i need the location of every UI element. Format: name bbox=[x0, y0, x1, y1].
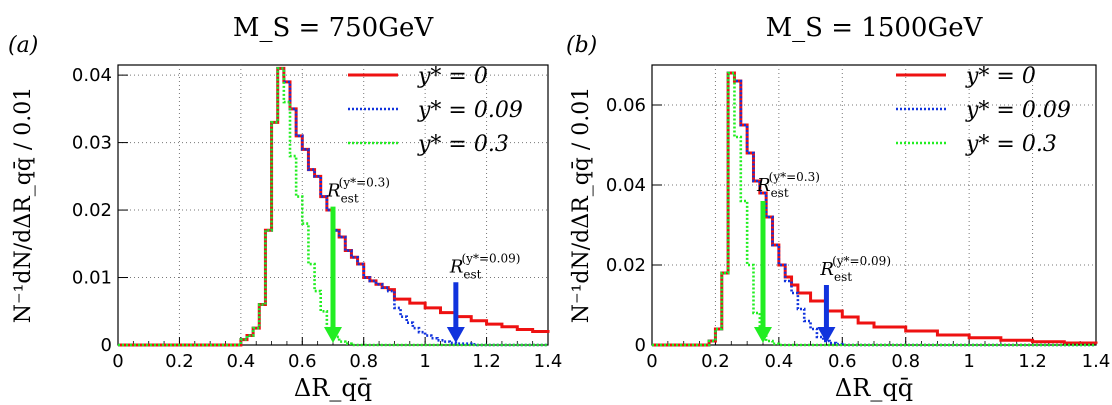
y-tick-label: 0.06 bbox=[606, 95, 646, 116]
x-tick-label: 0.4 bbox=[227, 351, 256, 372]
y-tick-label: 0.02 bbox=[72, 200, 112, 221]
x-tick-label: 1.4 bbox=[534, 351, 563, 372]
x-tick-label: 0 bbox=[112, 351, 123, 372]
arrow-head-0 bbox=[324, 327, 342, 343]
y-tick-label: 0.01 bbox=[72, 268, 112, 289]
x-tick-label: 0.8 bbox=[891, 351, 920, 372]
legend-label-2: y* = 0.3 bbox=[965, 132, 1057, 157]
arrow-label-1: Rest(y*=0.09) bbox=[449, 251, 521, 281]
series-line-0 bbox=[652, 71, 1098, 347]
x-tick-label: 1 bbox=[419, 351, 430, 372]
y-tick-label: 0.03 bbox=[72, 133, 112, 154]
x-tick-label: 0.4 bbox=[765, 351, 794, 372]
arrow-label-1: Rest(y*=0.09) bbox=[819, 254, 891, 284]
x-tick-label: 1 bbox=[963, 351, 974, 372]
series-line-2 bbox=[652, 71, 1096, 347]
arrow-label-0: Rest(y*=0.3) bbox=[326, 176, 390, 206]
y-axis-label: N⁻¹dN/dΔR_qq̄ / 0.01 bbox=[569, 87, 594, 324]
y-axis-label: N⁻¹dN/dΔR_qq̄ / 0.01 bbox=[11, 87, 36, 324]
panel-tag: (a) bbox=[8, 33, 38, 58]
legend-label-1: y* = 0.09 bbox=[417, 98, 523, 123]
y-tick-label: 0 bbox=[635, 335, 646, 356]
chart-panel-a: 0 0.2 0.4 0.6 0.8 1 1.2 1.4 0 0.01 0.02 0.03 0.04 y* … bbox=[8, 13, 562, 402]
x-tick-label: 1.2 bbox=[472, 351, 501, 372]
x-tick-label: 0.8 bbox=[349, 351, 378, 372]
legend-label-1: y* = 0.09 bbox=[965, 98, 1071, 123]
y-tick-label: 0.04 bbox=[72, 65, 112, 86]
legend-label-0: y* = 0 bbox=[417, 64, 488, 89]
x-tick-label: 0 bbox=[646, 351, 657, 372]
x-tick-label: 0.2 bbox=[701, 351, 730, 372]
arrow-head-1 bbox=[817, 327, 836, 343]
legend-label-0: y* = 0 bbox=[965, 64, 1036, 89]
chart-panel-b: 0 0.2 0.4 0.6 0.8 1 1.2 1.4 0 0.02 0.04 0.06 y* = 0 y… bbox=[566, 13, 1110, 402]
chart-title: M_S = 1500GeV bbox=[766, 13, 984, 43]
arrow-label-0: Rest(y*=0.3) bbox=[756, 170, 820, 200]
x-tick-label: 0.6 bbox=[828, 351, 857, 372]
arrow-head-1 bbox=[446, 327, 465, 343]
x-axis-label: ΔR_qq̄ bbox=[294, 374, 372, 402]
y-tick-label: 0.04 bbox=[606, 175, 646, 196]
legend-label-2: y* = 0.3 bbox=[417, 132, 509, 157]
x-tick-label: 0.6 bbox=[288, 351, 317, 372]
x-tick-label: 1.2 bbox=[1018, 351, 1047, 372]
y-tick-label: 0 bbox=[101, 335, 112, 356]
panel-tag: (b) bbox=[566, 33, 597, 58]
x-tick-label: 0.2 bbox=[165, 351, 194, 372]
y-tick-label: 0.02 bbox=[606, 255, 646, 276]
chart-title: M_S = 750GeV bbox=[233, 13, 435, 43]
arrow-head-0 bbox=[754, 327, 772, 343]
x-axis-label: ΔR_qq̄ bbox=[835, 374, 913, 402]
x-tick-label: 1.4 bbox=[1082, 351, 1111, 372]
